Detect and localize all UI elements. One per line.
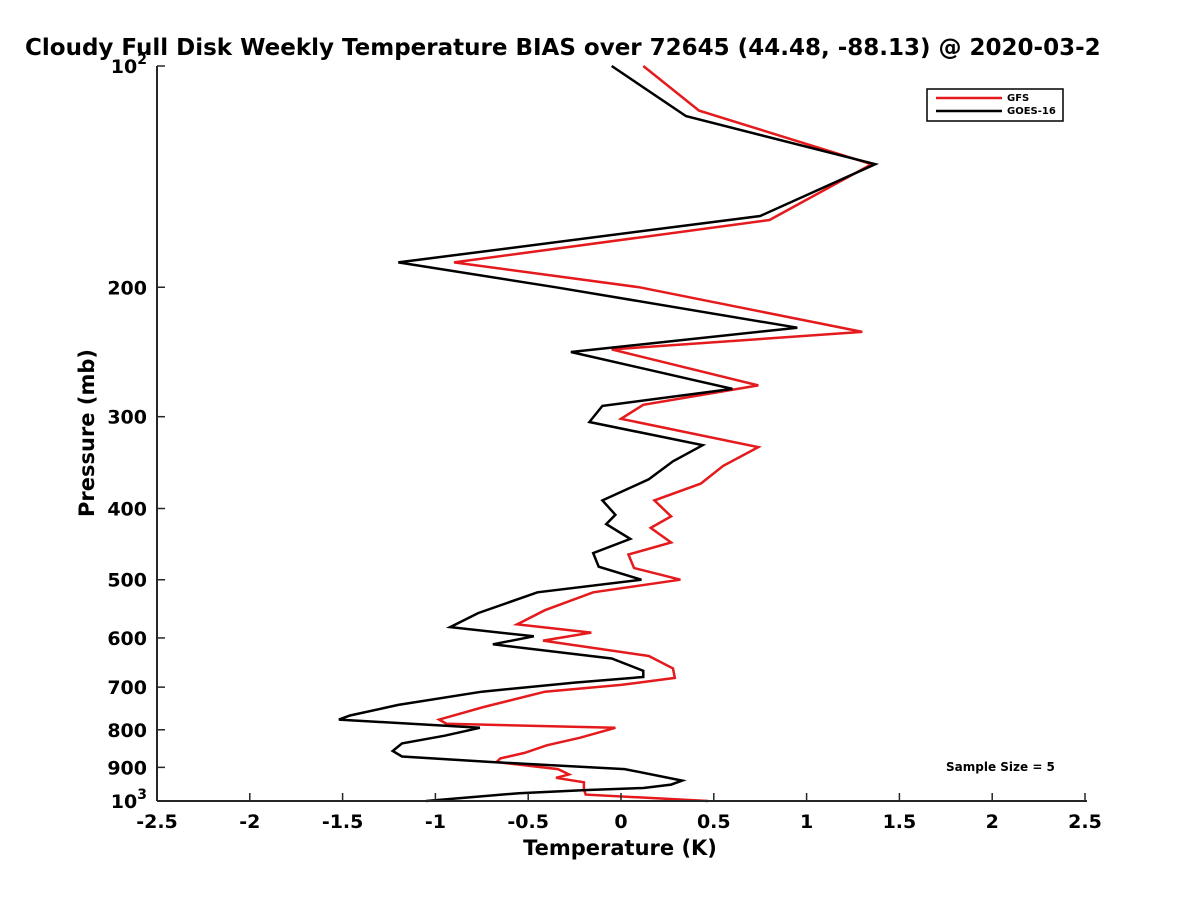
x-tick-label: 2 (986, 811, 999, 833)
plot-area: -2.5 -2 -1.5 -1 -0.5 0 0.5 1 1.5 2 2.5 102 200 300 40… (107, 52, 1102, 833)
series-layer (338, 64, 880, 803)
legend: GFS GOES-16 (926, 88, 1064, 122)
x-tick-label: 0.5 (697, 811, 731, 833)
x-tick-label: -2 (239, 811, 260, 833)
y-tick-label: 103 (111, 787, 147, 813)
x-tick-label: -1.5 (322, 811, 364, 833)
x-tick-label: 2.5 (1068, 811, 1102, 833)
y-tick-label: 900 (107, 757, 147, 779)
x-tick-label: -2.5 (136, 811, 178, 833)
x-axis-label: Temperature (K) (523, 836, 717, 860)
sample-size-annotation: Sample Size = 5 (946, 760, 1055, 774)
series-line-gfs (435, 65, 875, 803)
y-tick-label: 300 (107, 407, 147, 429)
y-ticks: 102 200 300 400 500 600 700 800 900 103 (107, 52, 165, 813)
x-tick-label: 0 (614, 811, 627, 833)
x-tick-label: 1 (800, 811, 813, 833)
x-ticks: -2.5 -2 -1.5 -1 -0.5 0 0.5 1 1.5 2 2.5 (136, 793, 1102, 833)
y-tick-label: 102 (111, 52, 147, 78)
chart-title: Cloudy Full Disk Weekly Temperature BIAS… (25, 35, 1101, 61)
y-tick-label: 800 (107, 720, 147, 742)
series-line-goes16 (338, 64, 880, 803)
y-tick-label: 500 (107, 570, 147, 592)
y-tick-label: 200 (107, 277, 147, 299)
y-axis-label: Pressure (mb) (75, 349, 99, 517)
y-tick-label: 600 (107, 628, 147, 650)
legend-box (926, 88, 1064, 122)
x-tick-label: -0.5 (507, 811, 549, 833)
x-tick-label: 1.5 (883, 811, 917, 833)
legend-label-gfs: GFS (1007, 93, 1029, 104)
x-tick-label: -1 (425, 811, 446, 833)
legend-label-goes16: GOES-16 (1007, 106, 1056, 117)
y-tick-label: 400 (107, 499, 147, 521)
y-tick-label: 700 (107, 677, 147, 699)
